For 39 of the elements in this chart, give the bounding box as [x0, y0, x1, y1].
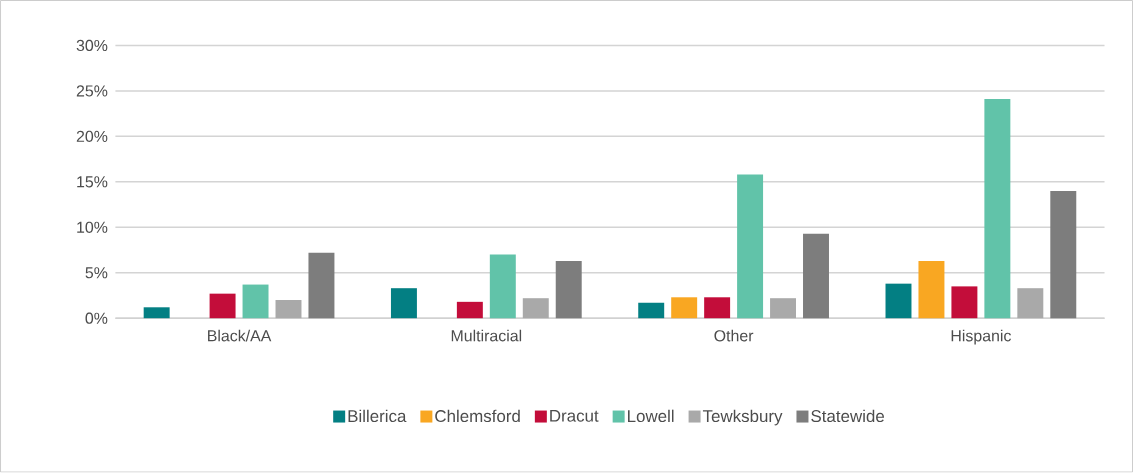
bar	[275, 300, 302, 319]
y-tick-label: 15%	[77, 176, 108, 188]
y-tick-label: 10%	[77, 221, 108, 234]
bar	[671, 297, 698, 319]
bar	[390, 288, 417, 319]
bar	[638, 302, 665, 319]
y-tick-label: 25%	[76, 85, 108, 97]
bar	[209, 293, 236, 319]
legend-label: Chlemsford	[435, 409, 520, 423]
x-tick-label: Multiracial	[451, 329, 522, 342]
bar	[242, 284, 269, 319]
y-tick-label: 0%	[85, 312, 108, 325]
bar	[456, 302, 483, 319]
bar	[1017, 288, 1044, 319]
bar	[489, 254, 516, 319]
bar	[522, 298, 549, 319]
bar	[1050, 191, 1077, 319]
bar	[984, 99, 1011, 319]
bar	[308, 252, 335, 319]
legend-label: Tewksbury	[702, 409, 783, 426]
bar	[704, 297, 731, 319]
legend-label: Lowell	[628, 409, 674, 423]
bar	[918, 261, 945, 319]
legend-label: Dracut	[550, 410, 599, 423]
x-tick-label: Black/AA	[208, 329, 272, 342]
bar	[737, 174, 764, 319]
x-tick-label: Hispanic	[951, 329, 1011, 345]
bar	[951, 286, 978, 319]
legend-label: Billerica	[348, 409, 407, 423]
bar	[143, 307, 170, 319]
y-tick-label: 30%	[76, 40, 108, 52]
x-tick-label: Other	[714, 329, 754, 342]
bar	[885, 283, 912, 319]
bar	[770, 298, 797, 319]
y-tick-label: 20%	[76, 130, 108, 143]
y-tick-label: 5%	[85, 267, 108, 279]
legend-label: Statewide	[811, 409, 885, 423]
bar	[803, 233, 829, 319]
bar	[555, 261, 582, 319]
